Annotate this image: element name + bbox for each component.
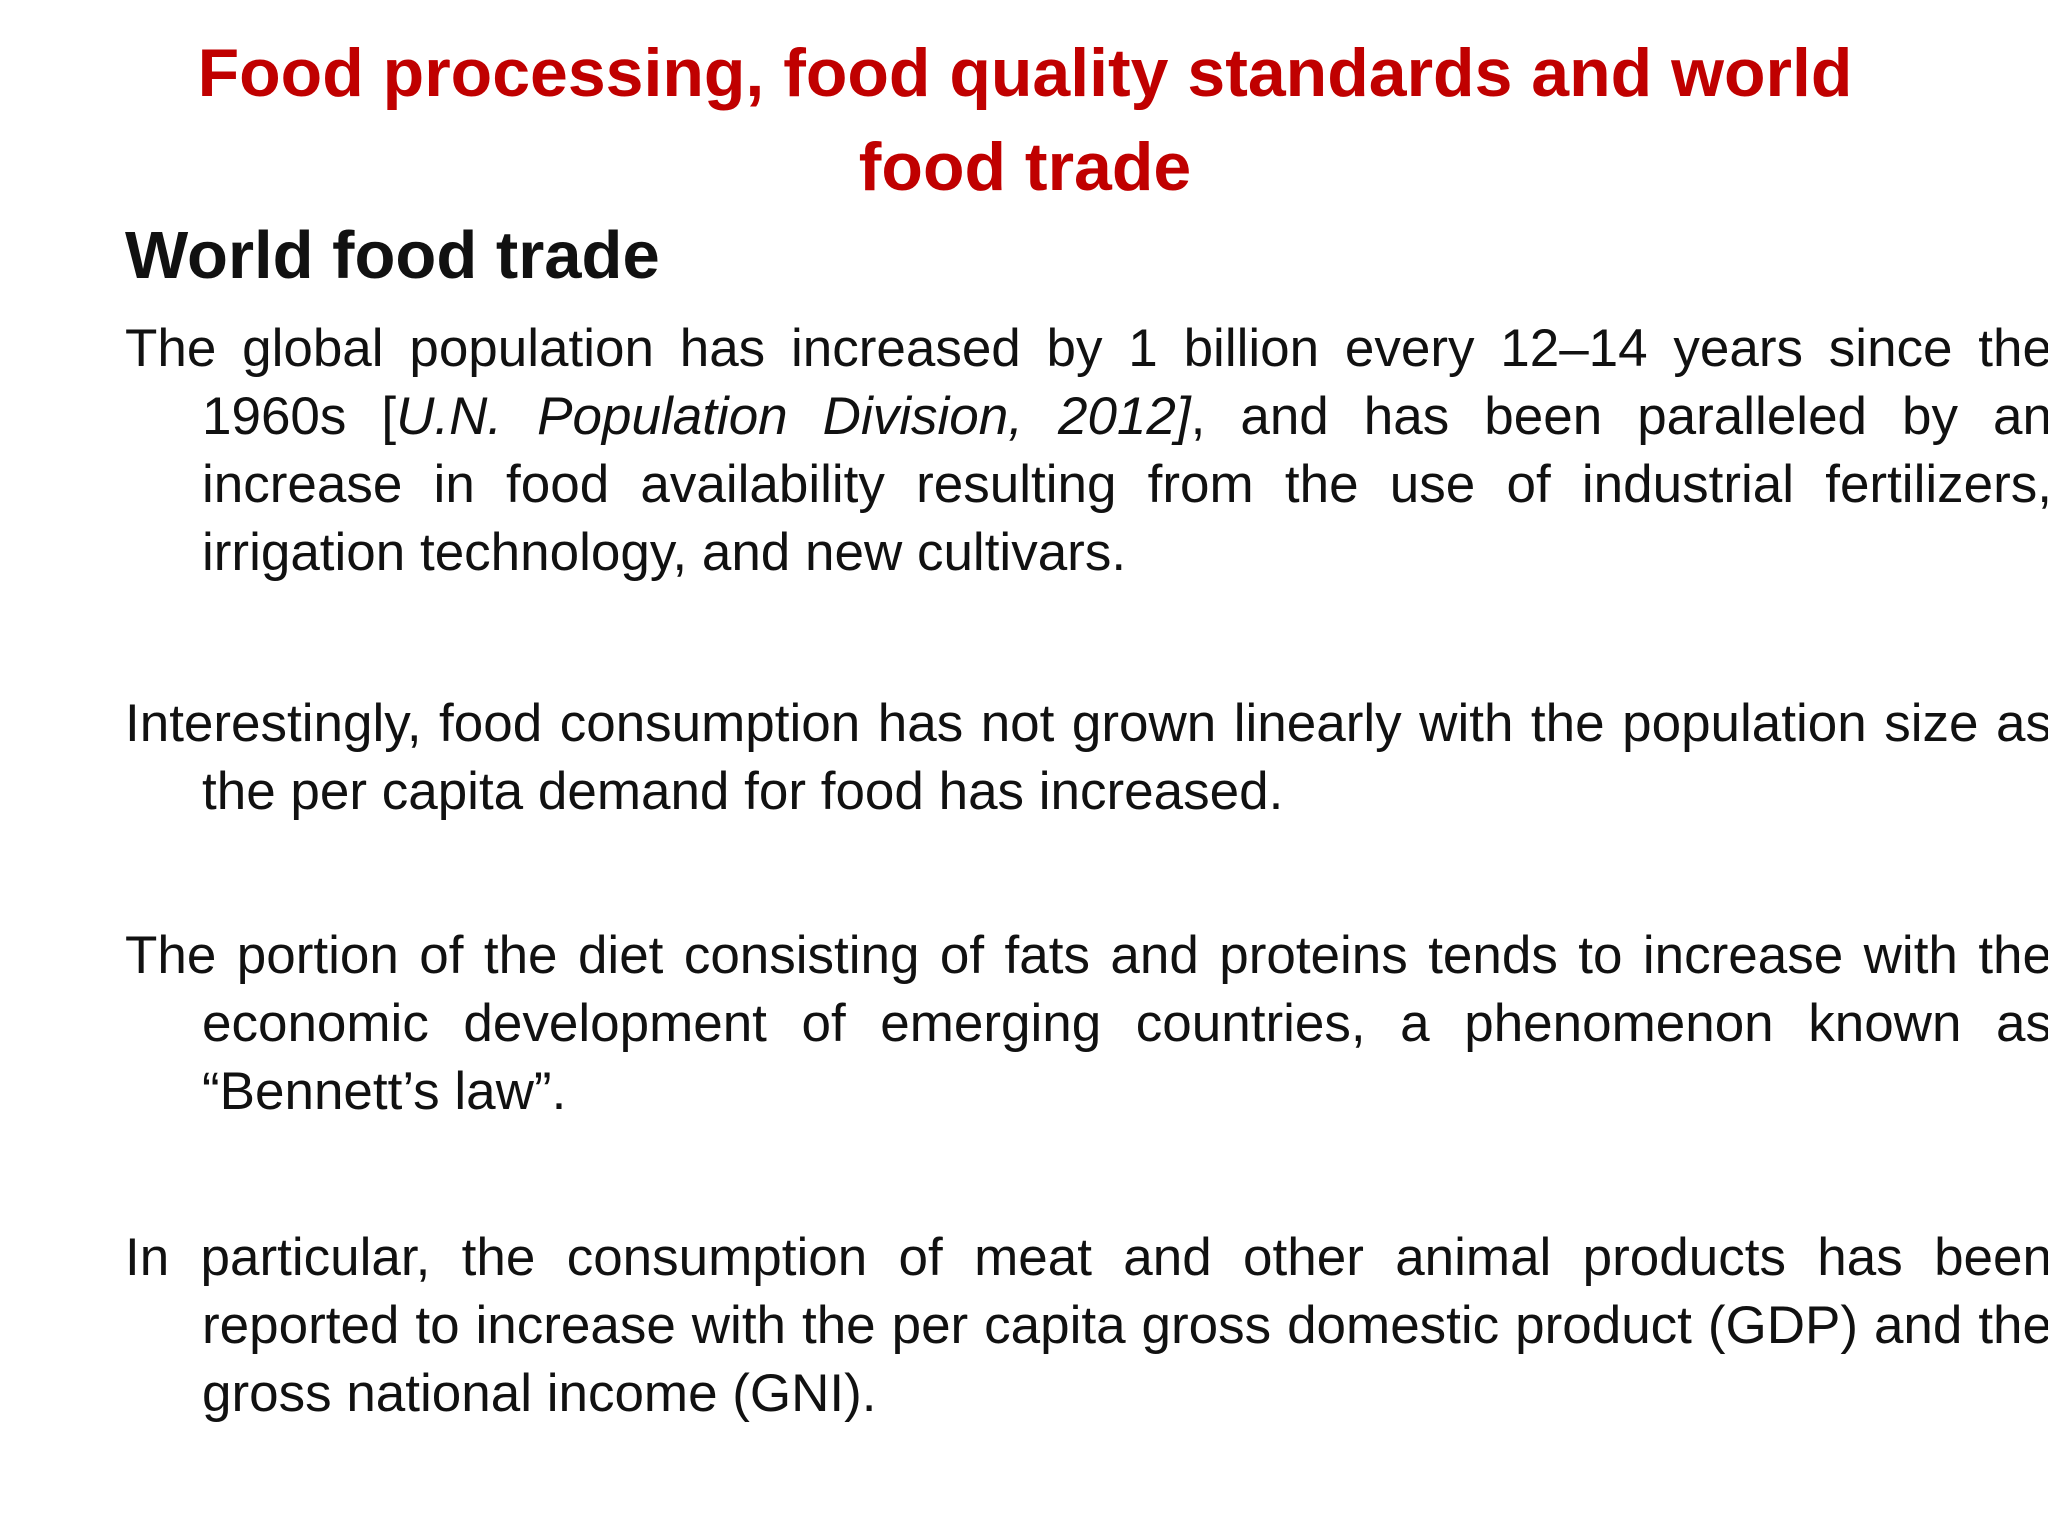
slide-title: Food processing, food quality standards … xyxy=(197,35,1853,205)
paragraph-population-growth: The global population has increased by 1… xyxy=(125,315,2048,587)
paragraph-text: , and has been paralleled by an increase… xyxy=(202,387,2048,582)
paragraph-food-consumption: Interestingly, food consumption has not … xyxy=(125,694,2048,821)
paragraph-bennetts-law: The portion of the diet consisting of fa… xyxy=(125,926,2048,1121)
section-heading: World food trade xyxy=(125,218,660,293)
paragraph-meat-consumption: In particular, the consumption of meat a… xyxy=(125,1228,2048,1423)
paragraph-text: The global population has increased by 1… xyxy=(125,319,2048,446)
citation: U.N. Population Division, 2012] xyxy=(396,387,1191,446)
